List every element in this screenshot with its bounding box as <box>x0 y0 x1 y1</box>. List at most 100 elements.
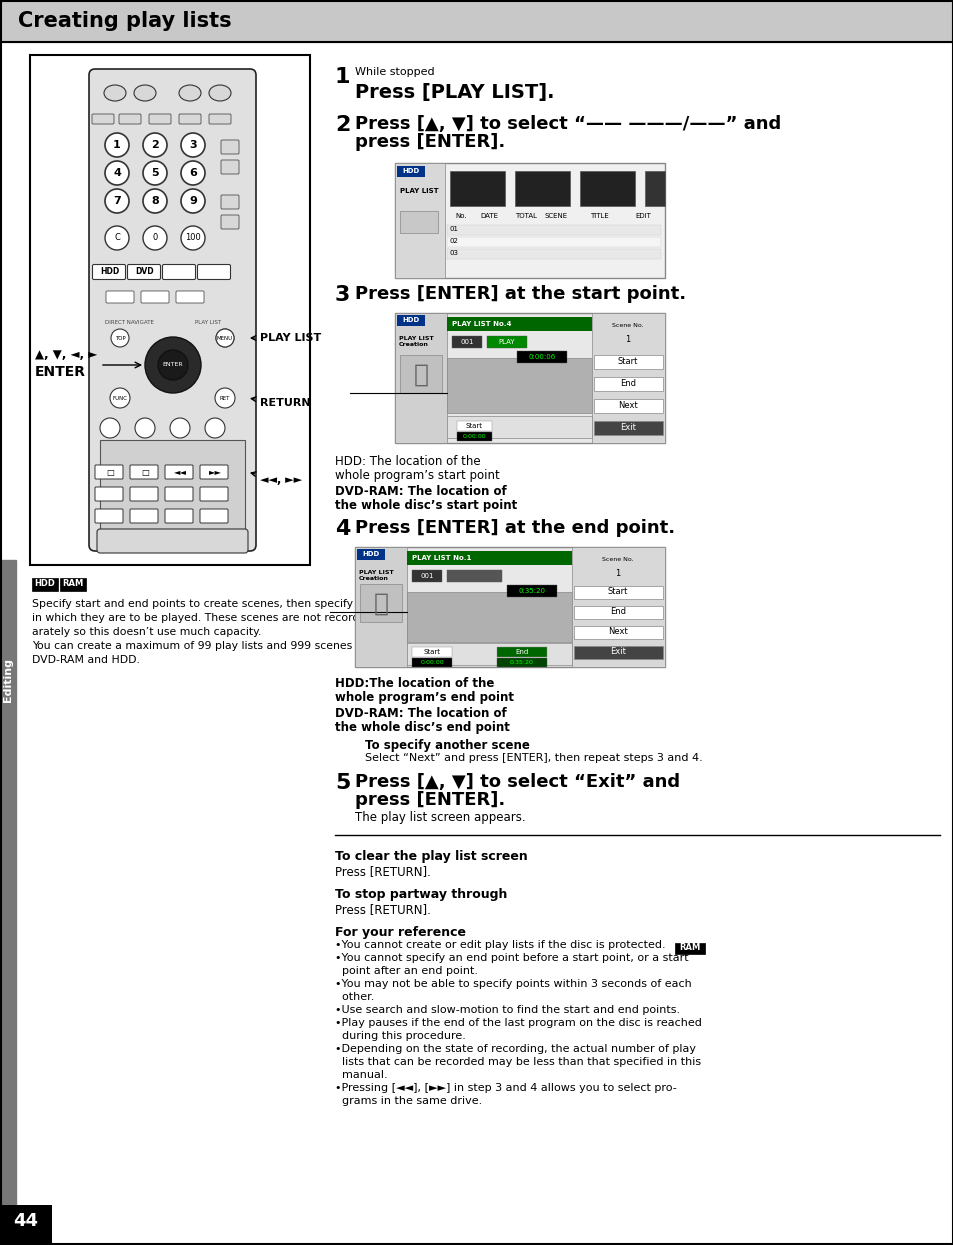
Bar <box>574 606 662 619</box>
Text: For your reference: For your reference <box>335 926 465 939</box>
Text: While stopped: While stopped <box>355 67 435 77</box>
Bar <box>359 584 401 622</box>
FancyBboxPatch shape <box>175 291 204 303</box>
Text: 1: 1 <box>615 569 620 578</box>
FancyBboxPatch shape <box>179 115 201 124</box>
Text: Scene No.: Scene No. <box>612 322 643 327</box>
Text: Start: Start <box>618 357 638 366</box>
Text: 8: 8 <box>151 195 159 205</box>
Text: 🐦: 🐦 <box>374 593 388 616</box>
Bar <box>399 355 441 393</box>
Text: 03: 03 <box>450 250 458 256</box>
Text: To clear the play list screen: To clear the play list screen <box>335 850 527 863</box>
Text: C: C <box>114 234 120 243</box>
Bar <box>412 659 452 667</box>
Text: arately so this doesn’t use much capacity.: arately so this doesn’t use much capacit… <box>32 627 261 637</box>
FancyBboxPatch shape <box>92 264 126 279</box>
Bar <box>579 171 635 205</box>
Text: Select “Next” and press [ENTER], then repeat steps 3 and 4.: Select “Next” and press [ENTER], then re… <box>365 753 702 763</box>
Text: 0: 0 <box>152 234 157 243</box>
Text: the whole disc’s start point: the whole disc’s start point <box>335 499 517 512</box>
Text: 5: 5 <box>335 773 350 793</box>
Bar <box>447 317 592 331</box>
Text: PLAY: PLAY <box>498 339 515 345</box>
Text: Next: Next <box>618 401 638 411</box>
Circle shape <box>143 161 167 186</box>
Text: •Use search and slow-motion to find the start and end points.: •Use search and slow-motion to find the … <box>335 1005 679 1015</box>
Bar <box>572 547 664 667</box>
Circle shape <box>105 227 129 250</box>
FancyBboxPatch shape <box>221 139 239 154</box>
Bar <box>0 560 16 1210</box>
FancyBboxPatch shape <box>128 264 160 279</box>
Text: 4: 4 <box>335 519 350 539</box>
Circle shape <box>181 161 205 186</box>
Text: Exit: Exit <box>619 423 636 432</box>
Text: other.: other. <box>335 992 374 1002</box>
Bar <box>395 312 664 443</box>
Ellipse shape <box>209 85 231 101</box>
Circle shape <box>215 329 233 347</box>
Text: in which they are to be played. These scenes are not recorded sep-: in which they are to be played. These sc… <box>32 613 399 622</box>
Circle shape <box>143 133 167 157</box>
Text: Start: Start <box>607 588 627 596</box>
Bar <box>355 547 407 667</box>
Text: TOTAL: TOTAL <box>515 213 537 219</box>
FancyBboxPatch shape <box>165 464 193 479</box>
FancyBboxPatch shape <box>200 487 228 500</box>
Text: PLAY LIST: PLAY LIST <box>399 188 438 194</box>
Circle shape <box>143 189 167 213</box>
Text: Scene No.: Scene No. <box>601 557 633 561</box>
Text: Press [PLAY LIST].: Press [PLAY LIST]. <box>355 83 554 102</box>
Text: PLAY LIST
Creation: PLAY LIST Creation <box>398 336 434 347</box>
Bar <box>412 647 452 657</box>
Text: RQT6637: RQT6637 <box>5 1231 47 1240</box>
Text: 2: 2 <box>151 139 159 149</box>
Ellipse shape <box>179 85 201 101</box>
Text: Press [RETURN].: Press [RETURN]. <box>335 903 431 916</box>
Text: RET: RET <box>219 396 230 401</box>
Text: 44: 44 <box>13 1211 38 1230</box>
FancyBboxPatch shape <box>130 487 158 500</box>
FancyBboxPatch shape <box>95 464 123 479</box>
Circle shape <box>181 189 205 213</box>
Bar <box>447 570 501 581</box>
Text: Editing: Editing <box>3 659 13 702</box>
Text: Creating play lists: Creating play lists <box>18 11 232 31</box>
Bar <box>456 432 492 441</box>
FancyBboxPatch shape <box>209 115 231 124</box>
Bar <box>486 336 526 349</box>
Bar <box>574 646 662 659</box>
Text: 9: 9 <box>189 195 196 205</box>
Bar <box>517 351 566 364</box>
Text: HDD: HDD <box>402 168 419 174</box>
FancyBboxPatch shape <box>200 509 228 523</box>
Text: Press [RETURN].: Press [RETURN]. <box>335 865 431 878</box>
Text: 0:00:00: 0:00:00 <box>419 660 443 665</box>
Circle shape <box>145 337 201 393</box>
Text: ◄◄, ►►: ◄◄, ►► <box>251 472 302 486</box>
Bar <box>447 225 660 235</box>
FancyBboxPatch shape <box>119 115 141 124</box>
Text: PLAY LIST: PLAY LIST <box>194 320 221 325</box>
Text: 0:00:06: 0:00:06 <box>528 354 555 360</box>
Bar <box>594 398 662 413</box>
Bar <box>574 626 662 639</box>
Text: End: End <box>515 649 528 655</box>
FancyArrow shape <box>167 357 179 365</box>
Text: 0:35:20: 0:35:20 <box>510 660 534 665</box>
Bar <box>356 549 385 560</box>
Text: The play list screen appears.: The play list screen appears. <box>355 810 525 824</box>
Text: 0:00:00: 0:00:00 <box>461 433 485 438</box>
Text: 1: 1 <box>625 335 630 344</box>
Text: Next: Next <box>607 627 627 636</box>
Bar <box>497 647 546 657</box>
Text: To stop partway through: To stop partway through <box>335 888 507 901</box>
Text: HDD: HDD <box>100 268 119 276</box>
Bar <box>396 166 424 177</box>
Text: •You may not be able to specify points within 3 seconds of each: •You may not be able to specify points w… <box>335 979 691 989</box>
Text: ENTER: ENTER <box>35 365 86 378</box>
Bar <box>594 355 662 369</box>
Bar <box>447 237 660 247</box>
Bar <box>447 249 660 259</box>
